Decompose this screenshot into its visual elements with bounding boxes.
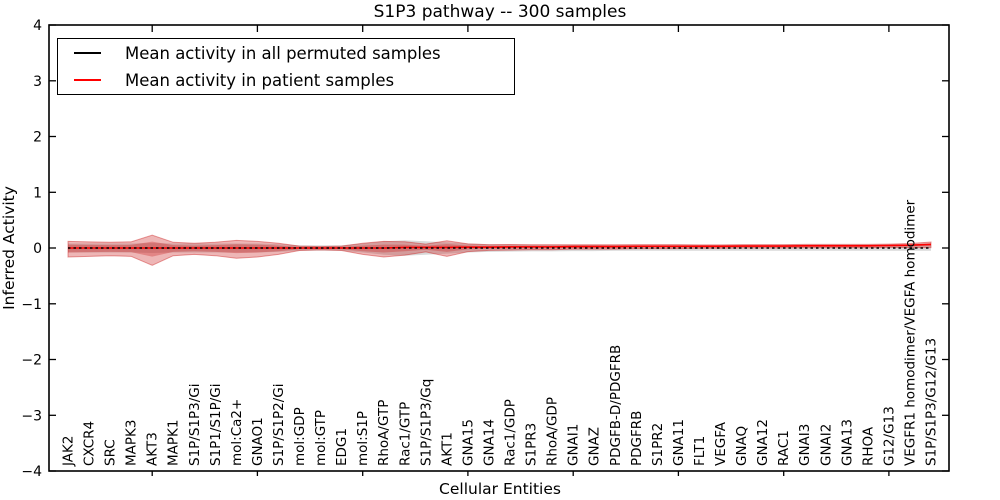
y-tick-label: −3 [21,408,42,424]
x-category-label: GNA15 [460,419,476,466]
x-category-label: MAPK3 [124,420,140,466]
x-category-label: JAK2 [61,436,77,467]
y-tick-label: 2 [33,130,42,146]
x-category-label: RHOA [860,426,876,466]
y-tick-label: 3 [33,74,42,90]
legend-item-patient: Mean activity in patient samples [58,67,514,94]
x-category-label: S1P/S1P3/G12/G13 [924,338,940,466]
x-category-label: GNAZ [587,427,603,466]
x-category-label: EDG1 [334,428,350,466]
x-category-label: GNAQ [734,426,750,466]
x-category-label: S1P/S1P3/Gi [187,384,203,467]
legend-label-permuted: Mean activity in all permuted samples [125,43,441,63]
x-category-label: S1P/S1P2/Gi [271,384,287,467]
y-tick-label: −4 [21,464,42,480]
chart-title: S1P3 pathway -- 300 samples [373,2,627,22]
y-tick-label: 0 [33,241,42,257]
x-category-label: mol:GTP [313,410,329,466]
x-category-label: S1PR3 [524,423,540,466]
x-category-label: CXCR4 [82,421,98,466]
x-category-label: Rac1/GDP [503,399,519,466]
x-category-label: S1PR2 [650,423,666,466]
y-tick-label: 1 [33,185,42,201]
x-category-label: VEGFR1 homodimer/VEGFA homodimer [903,199,919,466]
y-tick-label: −1 [21,297,42,313]
legend-item-permuted: Mean activity in all permuted samples [58,40,514,67]
y-axis-label: Inferred Activity [0,186,18,310]
x-category-label: MAPK1 [166,420,182,466]
x-category-label: RhoA/GTP [376,400,392,466]
x-category-label: GNAI3 [797,424,813,466]
band-patient-outer [67,234,932,266]
y-tick-label: 4 [33,18,42,34]
x-category-label: AKT1 [439,432,455,466]
x-category-label: PDGFRB [629,411,645,466]
x-category-label: mol:Ca2+ [229,399,245,466]
x-category-label: S1P/S1P3/Gq [418,379,434,466]
x-category-label: GNAO1 [250,417,266,466]
x-category-label: GNAI2 [818,424,834,466]
band-patient-inner [68,241,931,257]
x-category-label: PDGFB-D/PDGFRB [608,345,624,466]
x-category-label: mol:GDP [292,407,308,466]
x-category-label: Rac1/GTP [397,402,413,466]
x-category-label: VEGFA [713,421,729,466]
x-axis-label: Cellular Entities [439,480,561,498]
x-category-label: GNA11 [671,419,687,466]
legend-line-permuted-icon [74,52,101,54]
x-category-label: GNAI1 [566,424,582,466]
x-category-label: mol:S1P [355,411,371,466]
legend-label-patient: Mean activity in patient samples [125,70,395,90]
y-tick-label: −2 [21,353,42,369]
x-category-label: GNA14 [482,419,498,466]
x-category-label: GNA12 [755,419,771,466]
x-category-label: FLT1 [692,436,708,466]
x-category-label: RhoA/GDP [545,397,561,466]
x-category-label: RAC1 [776,430,792,466]
x-category-label: GNA13 [839,419,855,466]
x-category-label: SRC [103,439,119,466]
x-category-label: AKT3 [145,432,161,466]
x-category-label: S1P1/S1P/Gi [208,384,224,467]
x-category-label: G12/G13 [881,406,897,466]
legend: Mean activity in all permuted samples Me… [57,38,515,95]
legend-line-patient-icon [74,79,101,81]
